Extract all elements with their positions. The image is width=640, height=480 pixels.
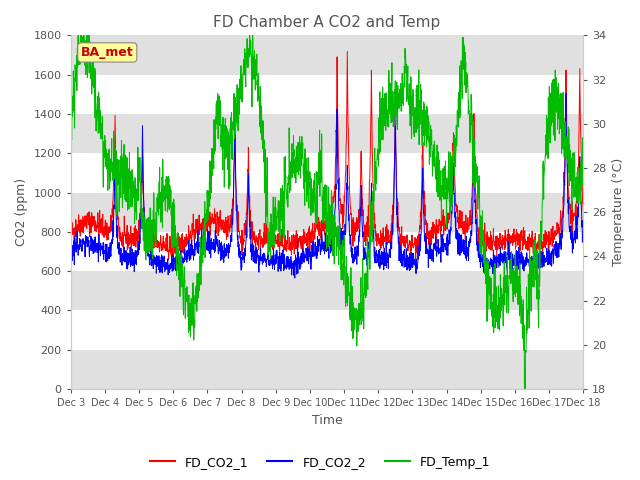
Title: FD Chamber A CO2 and Temp: FD Chamber A CO2 and Temp bbox=[213, 15, 440, 30]
X-axis label: Time: Time bbox=[312, 414, 342, 427]
Legend: FD_CO2_1, FD_CO2_2, FD_Temp_1: FD_CO2_1, FD_CO2_2, FD_Temp_1 bbox=[145, 451, 495, 474]
Bar bbox=[70, 36, 583, 74]
Bar bbox=[70, 114, 583, 153]
Y-axis label: Temperature (°C): Temperature (°C) bbox=[612, 158, 625, 266]
Bar bbox=[70, 271, 583, 311]
Bar bbox=[70, 192, 583, 232]
Text: BA_met: BA_met bbox=[81, 46, 134, 59]
Y-axis label: CO2 (ppm): CO2 (ppm) bbox=[15, 178, 28, 246]
Bar bbox=[70, 350, 583, 389]
